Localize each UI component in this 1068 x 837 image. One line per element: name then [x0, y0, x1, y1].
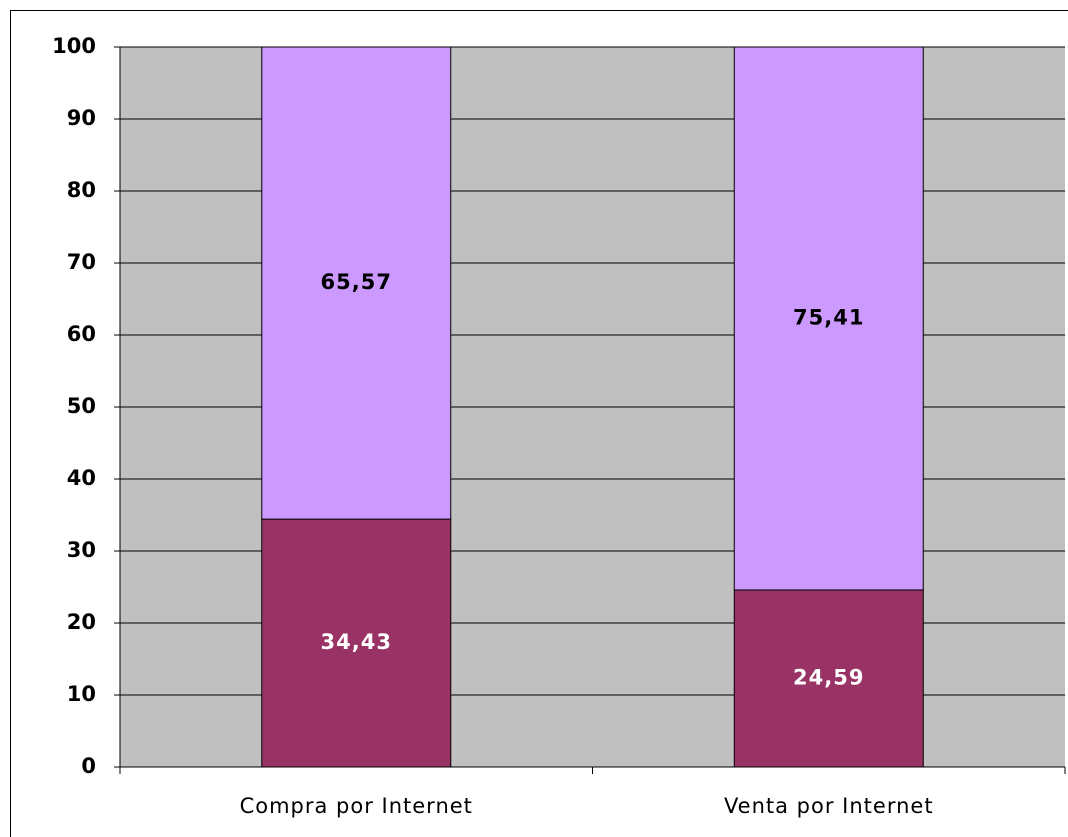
y-tick-label: 20 [67, 610, 96, 634]
y-tick-label: 100 [52, 34, 96, 58]
y-tick-label: 70 [67, 250, 96, 274]
y-tick-label: 50 [67, 394, 96, 418]
y-tick-label: 10 [67, 682, 96, 706]
bar-segment [733, 46, 924, 591]
data-label: 75,41 [793, 305, 864, 329]
data-label: 34,43 [321, 630, 392, 654]
data-label: 24,59 [793, 665, 864, 689]
data-label: 65,57 [321, 270, 392, 294]
y-tick-label: 80 [67, 178, 96, 202]
x-tick-label: Venta por Internet [724, 794, 934, 818]
bar-segment [733, 589, 924, 768]
y-tick-label: 30 [67, 538, 96, 562]
y-tick-label: 40 [67, 466, 96, 490]
y-tick-label: 60 [67, 322, 96, 346]
y-tick-label: 0 [81, 754, 96, 778]
bar-segment [261, 518, 452, 768]
y-tick-label: 90 [67, 106, 96, 130]
bar-segment [261, 46, 452, 520]
x-tick-label: Compra por Internet [240, 794, 473, 818]
